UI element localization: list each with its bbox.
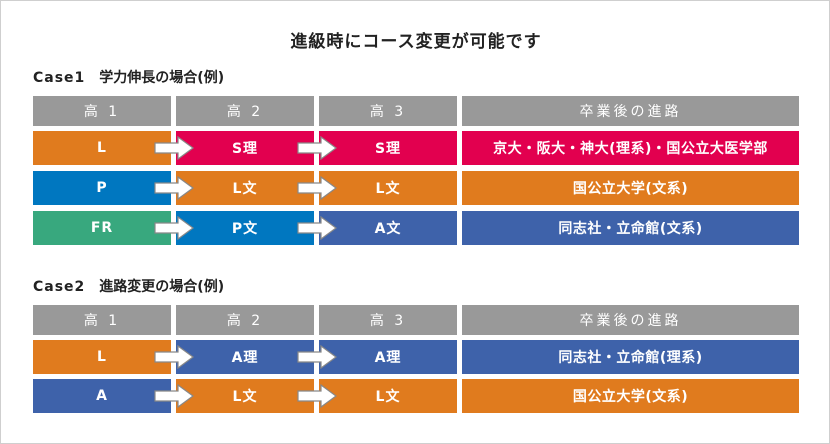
arrow-right-icon [297, 345, 337, 369]
case1-row3-grade1: FR [33, 211, 171, 245]
case1-row2-grade2: L文 [176, 171, 314, 205]
case2-label: Case2 進路変更の場合(例) [33, 276, 224, 296]
case1-row2-destination: 国公立大学(文系) [462, 171, 799, 205]
case2-row2-grade1: A [33, 379, 171, 413]
case1-label: Case1 学力伸長の場合(例) [33, 67, 224, 87]
case2-row1-destination: 同志社・立命館(理系) [462, 340, 799, 374]
case2-number: Case2 [33, 279, 86, 295]
case2-row2-destination: 国公立大学(文系) [462, 379, 799, 413]
case2-row2-grade3: L文 [319, 379, 457, 413]
case2-header-grade1: 高 1 [33, 305, 171, 335]
case2-row1-grade3: A理 [319, 340, 457, 374]
case1-row3-destination: 同志社・立命館(文系) [462, 211, 799, 245]
case2-row1-grade1: L [33, 340, 171, 374]
case1-number: Case1 [33, 70, 86, 86]
case1-row2-grade1: P [33, 171, 171, 205]
arrow-right-icon [154, 384, 194, 408]
case2-row1-grade2: A理 [176, 340, 314, 374]
case1-row1-grade3: S理 [319, 131, 457, 165]
case1-header-grade2: 高 2 [176, 96, 314, 126]
case1-row3-grade2: P文 [176, 211, 314, 245]
arrow-right-icon [154, 136, 194, 160]
case1-header-destination: 卒業後の進路 [462, 96, 799, 126]
case2-header-destination: 卒業後の進路 [462, 305, 799, 335]
case1-header-grade1: 高 1 [33, 96, 171, 126]
case2-header-grade3: 高 3 [319, 305, 457, 335]
case2-header-grade2: 高 2 [176, 305, 314, 335]
case1-row1-destination: 京大・阪大・神大(理系)・国公立大医学部 [462, 131, 799, 165]
arrow-right-icon [297, 176, 337, 200]
case1-row1-grade2: S理 [176, 131, 314, 165]
arrow-right-icon [154, 216, 194, 240]
arrow-right-icon [297, 136, 337, 160]
case1-description: 学力伸長の場合(例) [99, 70, 225, 86]
arrow-right-icon [154, 345, 194, 369]
arrow-right-icon [297, 384, 337, 408]
case1-row2-grade3: L文 [319, 171, 457, 205]
case2-description: 進路変更の場合(例) [99, 279, 225, 295]
diagram-title: 進級時にコース変更が可能です [290, 32, 542, 52]
case1-row1-grade1: L [33, 131, 171, 165]
case1-row3-grade3: A文 [319, 211, 457, 245]
case1-header-grade3: 高 3 [319, 96, 457, 126]
case2-row2-grade2: L文 [176, 379, 314, 413]
arrow-right-icon [154, 176, 194, 200]
arrow-right-icon [297, 216, 337, 240]
